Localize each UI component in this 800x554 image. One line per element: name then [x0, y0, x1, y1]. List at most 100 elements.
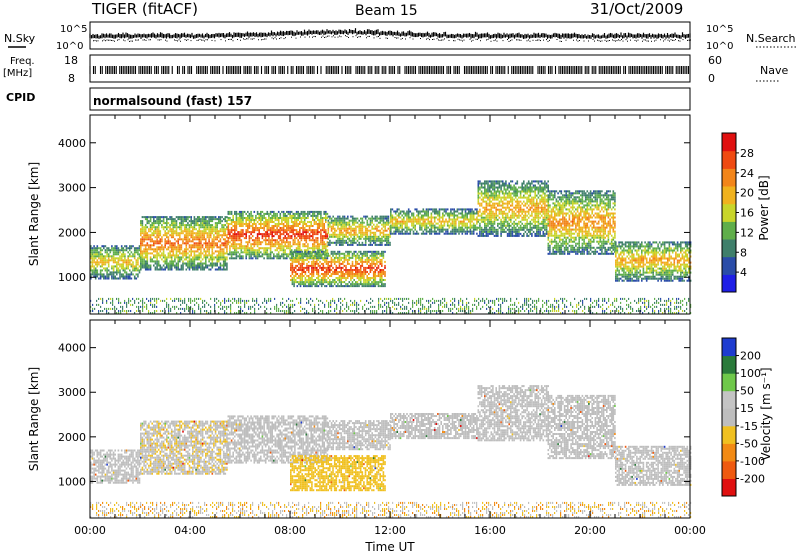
heatmap-cell	[218, 246, 220, 249]
noise-left-label: N.Sky	[4, 32, 36, 45]
heatmap-cell	[340, 227, 343, 230]
heatmap-cell	[156, 262, 158, 265]
heatmap-cell	[221, 226, 223, 229]
heatmap-cell	[347, 231, 349, 234]
heatmap-cell	[399, 230, 402, 233]
heatmap-cell	[177, 258, 179, 261]
heatmap-cell	[351, 260, 354, 263]
heatmap-cell	[221, 268, 223, 271]
heatmap-cell	[203, 232, 205, 235]
heatmap-cell	[200, 236, 202, 239]
heatmap-cell	[222, 252, 225, 255]
heatmap-cell	[338, 235, 341, 238]
heatmap-cell	[170, 230, 173, 233]
heatmap-cell	[303, 266, 305, 269]
heatmap-cell	[271, 251, 273, 254]
heatmap-cell	[303, 245, 306, 248]
heatmap-cell	[343, 281, 346, 284]
heatmap-cell	[391, 208, 394, 211]
heatmap-cell	[156, 220, 158, 223]
heatmap-cell	[266, 249, 269, 252]
heatmap-cell	[218, 216, 220, 219]
noise-search-mark	[529, 40, 531, 42]
heatmap-cell	[299, 252, 302, 255]
heatmap-cell	[399, 226, 402, 229]
heatmap-cell	[343, 254, 346, 257]
heatmap-cell	[319, 281, 321, 284]
heatmap-cell	[332, 235, 334, 238]
heatmap-cell	[299, 269, 302, 272]
heatmap-cell	[311, 254, 313, 257]
heatmap-cell	[372, 285, 375, 288]
heatmap-cell	[317, 262, 320, 265]
heatmap-cell	[335, 256, 338, 259]
heatmap-cell	[214, 224, 217, 227]
heatmap-cell	[345, 241, 347, 244]
heatmap-cell	[141, 240, 144, 243]
heatmap-cell	[216, 224, 218, 227]
heatmap-cell	[127, 261, 129, 264]
heatmap-cell	[407, 228, 410, 231]
heatmap-cell	[229, 235, 231, 238]
heatmap-cell	[166, 220, 168, 223]
heatmap-cell	[299, 266, 302, 269]
heatmap-cell	[141, 250, 144, 253]
heatmap-cell	[366, 215, 369, 218]
heatmap-cell	[211, 242, 214, 245]
heatmap-cell	[237, 237, 239, 240]
heatmap-cell	[111, 255, 113, 258]
heatmap-cell	[263, 235, 265, 238]
heatmap-cell	[273, 231, 275, 234]
heatmap-cell	[268, 237, 270, 240]
heatmap-cell	[393, 218, 395, 221]
heatmap-cell	[296, 260, 299, 263]
heatmap-cell	[363, 215, 365, 218]
heatmap-cell	[316, 219, 319, 222]
heatmap-cell	[325, 260, 328, 263]
heatmap-cell	[200, 268, 202, 271]
heatmap-cell	[93, 245, 95, 248]
heatmap-cell	[296, 254, 299, 257]
heatmap-cell	[429, 224, 431, 227]
heatmap-cell	[355, 262, 357, 265]
heatmap-cell	[282, 255, 285, 258]
heatmap-cell	[424, 222, 426, 225]
heatmap-cell	[256, 217, 259, 220]
heatmap-cell	[290, 225, 293, 228]
heatmap-cell	[195, 250, 197, 253]
heatmap-cell	[183, 236, 186, 239]
heatmap-cell	[310, 251, 312, 254]
heatmap-cell	[435, 210, 438, 213]
heatmap-cell	[427, 210, 429, 213]
heatmap-cell	[253, 219, 256, 222]
heatmap-cell	[342, 221, 344, 224]
heatmap-cell	[99, 265, 102, 268]
heatmap-cell	[144, 244, 147, 247]
heatmap-cell	[433, 228, 436, 231]
heatmap-cell	[442, 226, 444, 229]
heatmap-cell	[384, 217, 386, 220]
heatmap-cell	[376, 250, 378, 253]
heatmap-cell	[429, 228, 431, 231]
heatmap-cell	[345, 269, 347, 272]
heatmap-cell	[98, 261, 100, 264]
heatmap-cell	[167, 262, 170, 265]
heatmap-cell	[376, 252, 378, 255]
heatmap-cell	[222, 242, 225, 245]
heatmap-cell	[170, 268, 173, 271]
heatmap-cell	[376, 266, 378, 269]
heatmap-cell	[364, 258, 367, 261]
heatmap-cell	[166, 264, 168, 267]
heatmap-cell	[93, 261, 95, 264]
heatmap-cell	[337, 227, 339, 230]
heatmap-cell	[144, 238, 147, 241]
heatmap-cell	[240, 235, 243, 238]
heatmap-cell	[406, 228, 408, 231]
noise-search-mark	[583, 40, 585, 42]
heatmap-cell	[124, 261, 126, 264]
heatmap-cell	[245, 221, 247, 224]
heatmap-cell	[304, 279, 307, 282]
heatmap-cell	[179, 248, 181, 251]
heatmap-cell	[381, 285, 383, 288]
heatmap-cell	[303, 283, 305, 286]
